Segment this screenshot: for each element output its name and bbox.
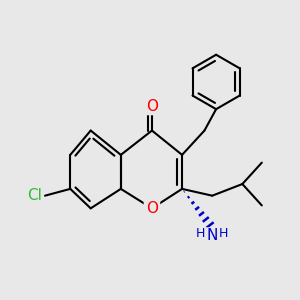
Text: N: N: [206, 228, 218, 243]
Text: H: H: [196, 227, 205, 240]
Text: Cl: Cl: [27, 188, 42, 203]
Text: O: O: [146, 99, 158, 114]
Text: O: O: [146, 201, 158, 216]
Text: H: H: [219, 227, 229, 240]
